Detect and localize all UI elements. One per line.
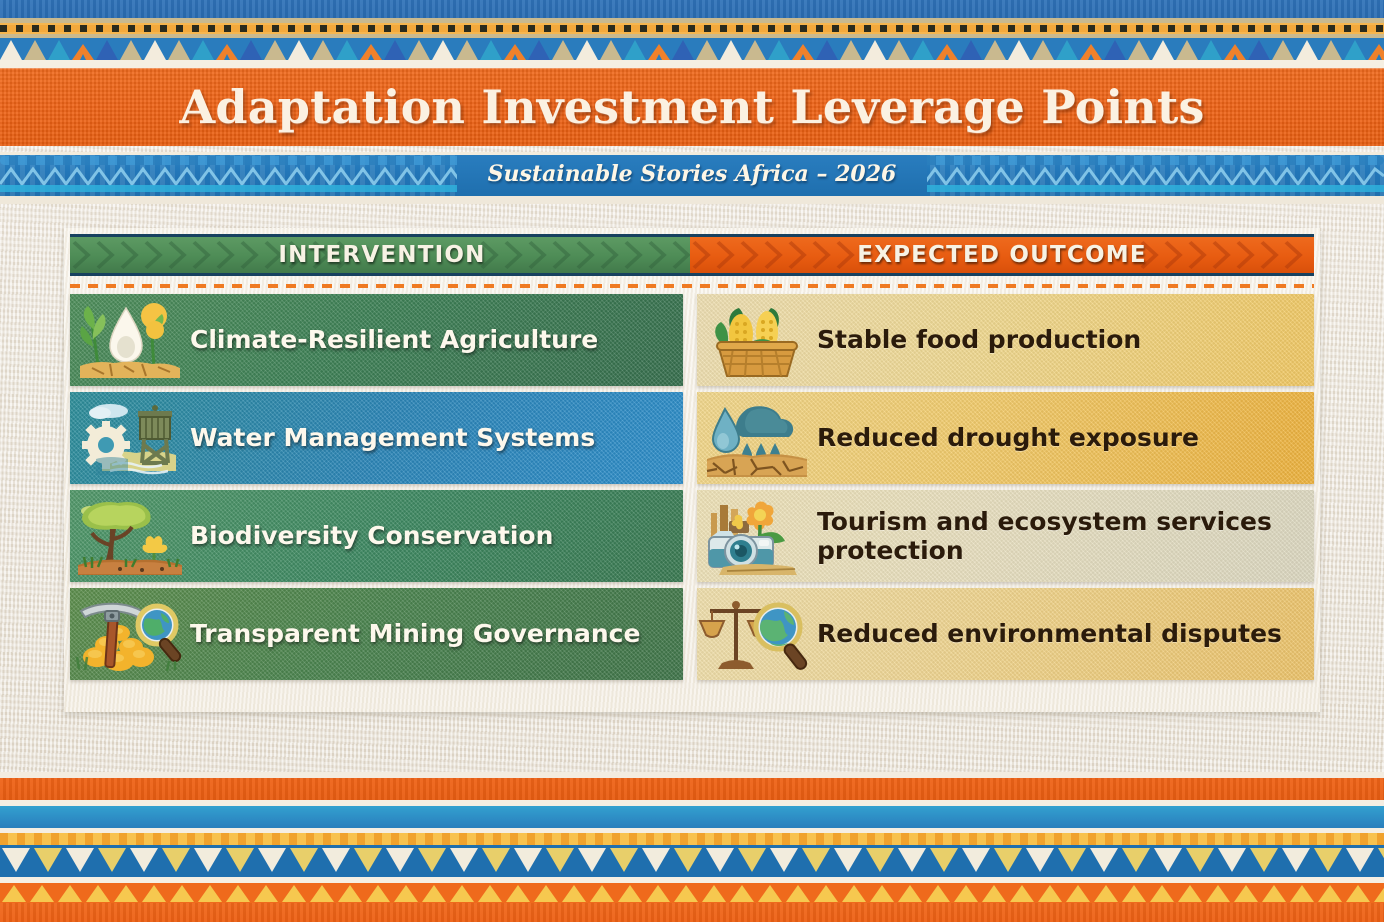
bottom-blue-stripe xyxy=(0,806,1384,828)
bottom-triangle-pattern xyxy=(0,883,1384,903)
top-tan-stripe xyxy=(0,18,1384,23)
bottom-cream-stripe-2 xyxy=(0,800,1384,806)
outcome-label: Reduced environmental disputes xyxy=(817,619,1282,649)
corn-basket-icon xyxy=(697,296,817,384)
top-cream-stripe xyxy=(0,60,1384,68)
subtitle-cream-top xyxy=(0,152,1384,155)
acacia-tree-flower-icon xyxy=(70,492,190,580)
intervention-label: Biodiversity Conservation xyxy=(190,521,554,551)
rain-cloud-cracked-earth-icon xyxy=(697,394,817,482)
outcome-label: Reduced drought exposure xyxy=(817,423,1199,453)
pickaxe-gold-magnifier-icon xyxy=(70,590,190,678)
column-header-intervention: INTERVENTION xyxy=(70,234,690,276)
intervention-label: Climate-Resilient Agriculture xyxy=(190,325,599,355)
outcome-cell[interactable]: Tourism and ecosystem services protectio… xyxy=(697,490,1314,582)
outcome-label: Stable food production xyxy=(817,325,1142,355)
column-header-expected-outcome: EXPECTED OUTCOME xyxy=(690,234,1314,276)
bottom-cream-stripe xyxy=(0,772,1384,778)
comparison-table: INTERVENTION xyxy=(70,234,1314,706)
subtitle-cream-bottom xyxy=(0,196,1384,204)
intervention-cell[interactable]: Water Management Systems xyxy=(70,392,684,484)
top-tan-stripe-2 xyxy=(0,34,1384,38)
subtitle-plate: Sustainable Stories Africa – 2026 xyxy=(457,152,927,196)
comparison-table-card: INTERVENTION xyxy=(64,228,1320,712)
water-tower-gear-icon xyxy=(70,394,190,482)
title-banner: Adaptation Investment Leverage Points xyxy=(0,68,1384,146)
table-row: Transparent Mining Governance xyxy=(70,588,1314,680)
top-dot-pattern-stripe xyxy=(0,23,1384,34)
table-row: Climate-Resilient Agriculture xyxy=(70,294,1314,386)
intervention-cell[interactable]: Climate-Resilient Agriculture xyxy=(70,294,684,386)
page-title: Adaptation Investment Leverage Points xyxy=(179,80,1205,134)
page-subtitle: Sustainable Stories Africa – 2026 xyxy=(487,161,897,187)
scales-globe-magnifier-icon xyxy=(697,590,817,678)
subtitle-banner: Sustainable Stories Africa – 2026 xyxy=(0,152,1384,204)
top-blue-stripe xyxy=(0,0,1384,18)
outcome-cell[interactable]: Reduced drought exposure xyxy=(697,392,1314,484)
bottom-orange-stripe-2 xyxy=(0,903,1384,922)
bottom-decorative-border xyxy=(0,772,1384,922)
table-row: Biodiversity Conservation xyxy=(70,490,1314,582)
top-triangle-pattern xyxy=(0,38,1384,60)
table-header-row: INTERVENTION xyxy=(70,234,1314,276)
column-header-expected-outcome-label: EXPECTED OUTCOME xyxy=(857,242,1147,268)
bottom-cream-stripe-3 xyxy=(0,828,1384,833)
outcome-cell[interactable]: Reduced environmental disputes xyxy=(697,588,1314,680)
table-body: Climate-Resilient Agriculture xyxy=(70,294,1314,680)
chevron-pattern-orange-icon xyxy=(690,237,1314,273)
outcome-cell[interactable]: Stable food production xyxy=(697,294,1314,386)
intervention-cell[interactable]: Biodiversity Conservation xyxy=(70,490,684,582)
intervention-cell[interactable]: Transparent Mining Governance xyxy=(70,588,684,680)
top-decorative-border xyxy=(0,0,1384,68)
bottom-cream-stripe-4 xyxy=(0,877,1384,883)
header-dotted-divider xyxy=(70,280,1314,290)
bottom-orange-stripe xyxy=(0,778,1384,800)
bottom-yellow-dot-stripe xyxy=(0,833,1384,845)
outcome-label: Tourism and ecosystem services protectio… xyxy=(817,506,1272,566)
camera-flower-icon xyxy=(697,492,817,580)
crops-water-drop-sun-icon xyxy=(70,296,190,384)
table-row: Water Management Systems xyxy=(70,392,1314,484)
intervention-label: Water Management Systems xyxy=(190,423,596,453)
column-header-intervention-label: INTERVENTION xyxy=(278,242,486,268)
bottom-chevron-pattern xyxy=(0,845,1384,877)
chevron-pattern-green-icon xyxy=(70,237,690,273)
intervention-label: Transparent Mining Governance xyxy=(190,619,641,649)
